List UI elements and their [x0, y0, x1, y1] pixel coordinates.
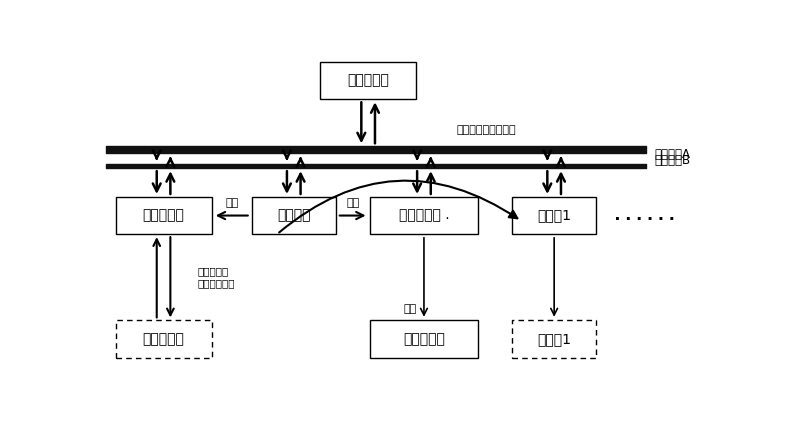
Text: 采集遥测、发送指令: 采集遥测、发送指令 [457, 125, 516, 135]
Text: 分系统1: 分系统1 [537, 332, 571, 346]
FancyBboxPatch shape [512, 197, 596, 234]
Text: 指令: 指令 [225, 198, 238, 208]
Text: 下位机1: 下位机1 [537, 208, 571, 222]
FancyArrowPatch shape [279, 181, 518, 233]
Text: ......: ...... [611, 206, 677, 225]
FancyBboxPatch shape [115, 320, 211, 358]
Text: 中心计算机: 中心计算机 [347, 74, 389, 88]
Text: 星载总线B: 星载总线B [655, 154, 691, 167]
Text: 电源分系统: 电源分系统 [142, 332, 185, 346]
Text: 指令: 指令 [346, 198, 359, 208]
Text: 模拟量采集
硬件指令发送: 模拟量采集 硬件指令发送 [198, 266, 235, 288]
FancyBboxPatch shape [370, 197, 478, 234]
Text: 姿控下位机 .: 姿控下位机 . [398, 208, 450, 222]
FancyBboxPatch shape [115, 197, 211, 234]
Text: 执行单元: 执行单元 [277, 208, 310, 222]
FancyBboxPatch shape [512, 320, 596, 358]
FancyBboxPatch shape [370, 320, 478, 358]
FancyBboxPatch shape [320, 62, 416, 99]
FancyBboxPatch shape [252, 197, 336, 234]
Text: 姿控分系统: 姿控分系统 [403, 332, 445, 346]
Text: 电源下位机: 电源下位机 [142, 208, 185, 222]
Text: 星载总线A: 星载总线A [655, 148, 691, 161]
Text: 指令: 指令 [403, 304, 417, 314]
